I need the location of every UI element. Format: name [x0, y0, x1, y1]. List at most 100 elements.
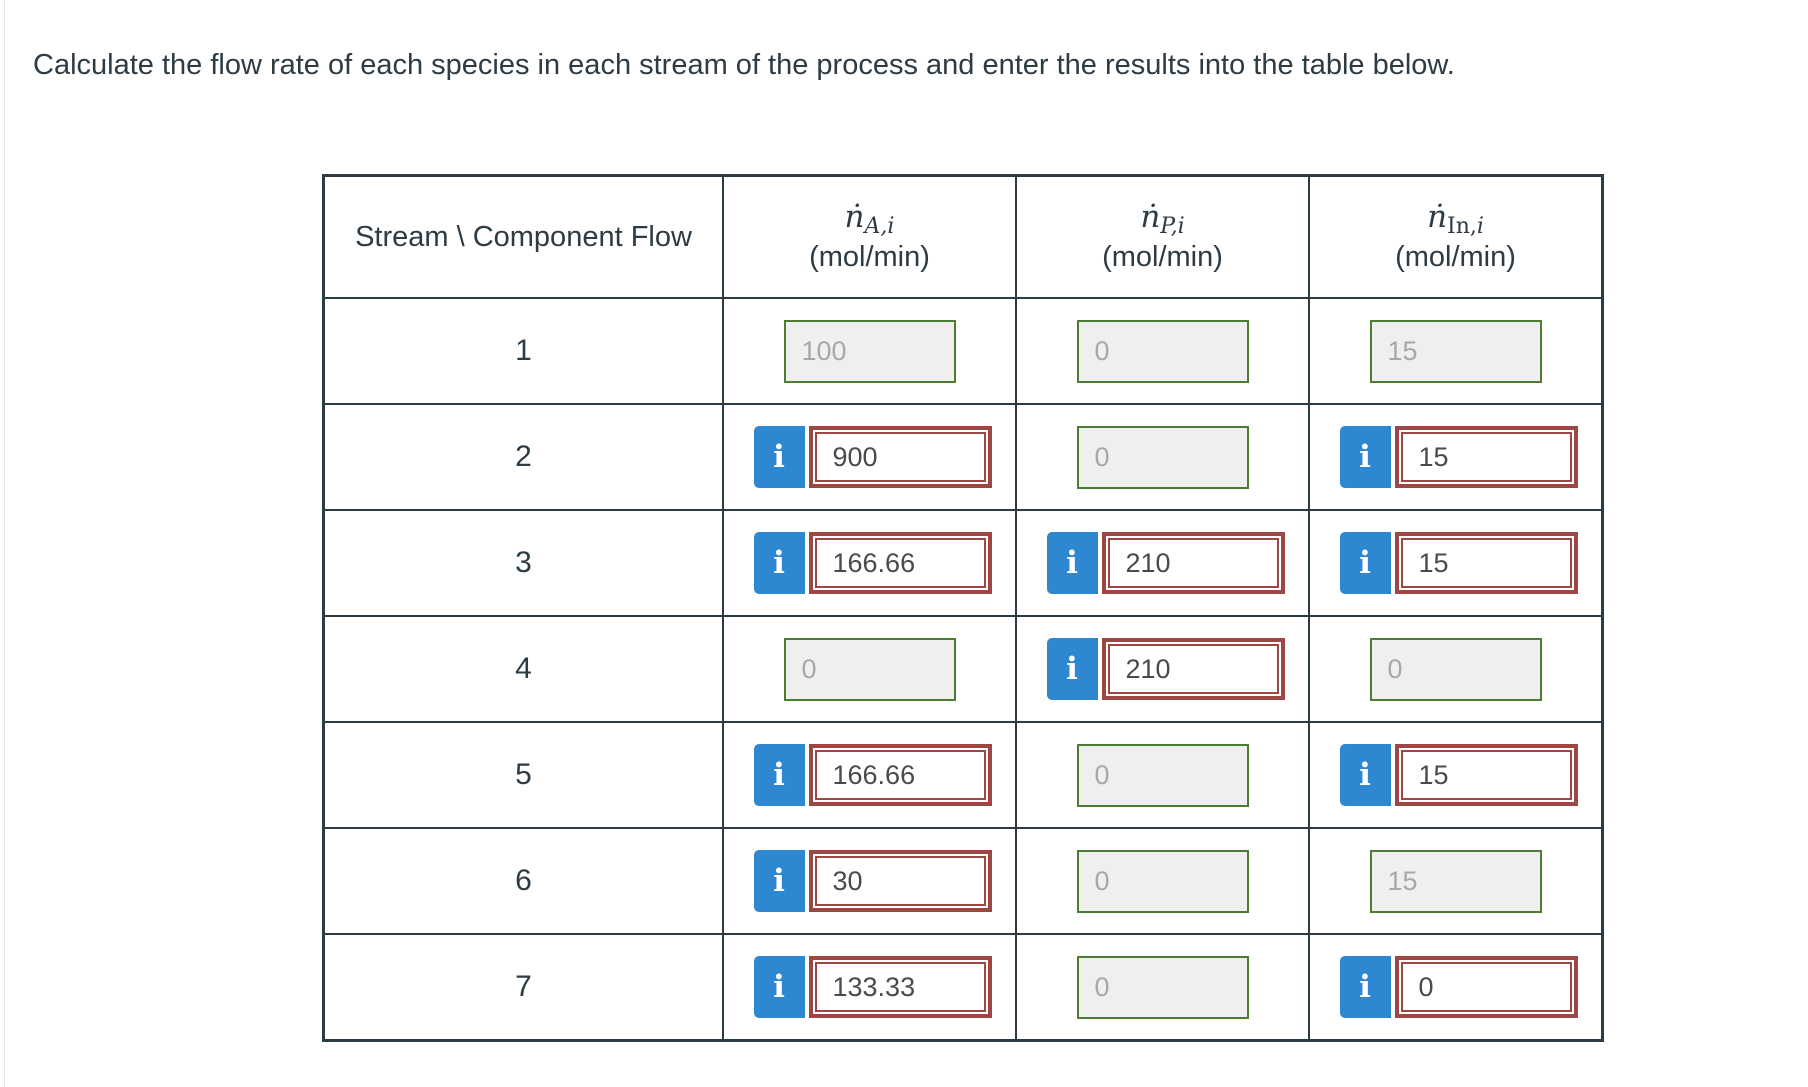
info-button[interactable]: i — [753, 744, 805, 806]
stream-number: 6 — [322, 827, 724, 935]
flow-cell: i — [1015, 509, 1310, 617]
column-unit: (mol/min) — [1102, 241, 1223, 273]
flow-input-locked — [1369, 637, 1542, 701]
editable-input-group: i — [1046, 638, 1279, 700]
flow-cell: i — [722, 509, 1017, 617]
stream-number: 1 — [322, 297, 724, 405]
info-icon: i — [1359, 756, 1371, 793]
info-icon: i — [1359, 438, 1371, 475]
flow-input[interactable] — [1400, 432, 1572, 482]
info-button[interactable]: i — [753, 956, 805, 1018]
column-header: ṅP,i (mol/min) — [1015, 174, 1310, 299]
flow-input[interactable] — [814, 856, 986, 906]
table-row: 7 i i — [322, 933, 1604, 1042]
flow-cell — [1015, 721, 1310, 829]
flow-input-locked — [1369, 849, 1542, 913]
stream-number: 7 — [322, 933, 724, 1042]
editable-input-group: i — [753, 426, 986, 488]
flow-cell — [722, 615, 1017, 723]
editable-input-group: i — [753, 744, 986, 806]
stream-number: 2 — [322, 403, 724, 511]
question-prompt: Calculate the flow rate of each species … — [33, 49, 1455, 81]
flow-input[interactable] — [814, 538, 986, 588]
flow-cell — [1308, 827, 1604, 935]
info-button[interactable]: i — [1339, 744, 1391, 806]
flow-input[interactable] — [814, 962, 986, 1012]
editable-input-group: i — [1339, 426, 1572, 488]
flow-symbol: ṅIn,i — [1427, 199, 1484, 239]
flow-symbol: ṅA,i — [844, 199, 895, 239]
flow-input[interactable] — [814, 432, 986, 482]
info-icon: i — [1359, 968, 1371, 1005]
column-header: ṅIn,i (mol/min) — [1308, 174, 1604, 299]
editable-input-group: i — [1339, 532, 1572, 594]
info-icon: i — [773, 862, 785, 899]
flow-cell: i — [1015, 615, 1310, 723]
flow-cell: i — [1308, 721, 1604, 829]
flow-input-locked — [1076, 955, 1249, 1019]
flow-rate-table: Stream \ Component Flow ṅA,i (mol/min) ṅP,… — [322, 174, 1604, 1042]
flow-cell — [1308, 297, 1604, 405]
editable-input-group: i — [1046, 532, 1279, 594]
editable-input-group: i — [1339, 956, 1572, 1018]
flow-cell: i — [722, 827, 1017, 935]
stream-number: 3 — [322, 509, 724, 617]
editable-input-group: i — [1339, 744, 1572, 806]
info-icon: i — [1066, 544, 1078, 581]
info-button[interactable]: i — [1339, 426, 1391, 488]
table-row: 4i — [322, 615, 1604, 723]
flow-cell — [1015, 297, 1310, 405]
flow-cell: i — [1308, 509, 1604, 617]
flow-input-locked — [783, 319, 956, 383]
flow-input[interactable] — [1107, 644, 1279, 694]
header-row: Stream \ Component Flow ṅA,i (mol/min) ṅP,… — [322, 174, 1604, 299]
editable-input-group: i — [753, 956, 986, 1018]
flow-input-locked — [1076, 743, 1249, 807]
info-icon: i — [773, 756, 785, 793]
flow-cell: i — [722, 403, 1017, 511]
flow-input[interactable] — [814, 750, 986, 800]
flow-input-locked — [783, 637, 956, 701]
info-icon: i — [1066, 650, 1078, 687]
flow-cell: i — [1308, 933, 1604, 1042]
table-row: 3 i i i — [322, 509, 1604, 617]
info-button[interactable]: i — [753, 850, 805, 912]
editable-input-group: i — [753, 850, 986, 912]
flow-input-locked — [1076, 425, 1249, 489]
flow-input-locked — [1076, 319, 1249, 383]
column-unit: (mol/min) — [1395, 241, 1516, 273]
info-icon: i — [773, 968, 785, 1005]
info-button[interactable]: i — [753, 532, 805, 594]
column-header: ṅA,i (mol/min) — [722, 174, 1017, 299]
flow-input[interactable] — [1400, 538, 1572, 588]
page: Calculate the flow rate of each species … — [33, 49, 1604, 1042]
table-row: 1 — [322, 297, 1604, 405]
column-unit: (mol/min) — [809, 241, 930, 273]
flow-input-locked — [1076, 849, 1249, 913]
flow-cell — [722, 297, 1017, 405]
corner-header: Stream \ Component Flow — [322, 174, 724, 299]
info-button[interactable]: i — [1339, 532, 1391, 594]
info-icon: i — [1359, 544, 1371, 581]
stream-number: 5 — [322, 721, 724, 829]
stream-number: 4 — [322, 615, 724, 723]
flow-cell — [1015, 403, 1310, 511]
info-icon: i — [773, 544, 785, 581]
page-left-border — [4, 0, 5, 1087]
info-icon: i — [773, 438, 785, 475]
info-button[interactable]: i — [1046, 638, 1098, 700]
flow-cell: i — [722, 933, 1017, 1042]
flow-cell — [1308, 615, 1604, 723]
flow-input[interactable] — [1400, 750, 1572, 800]
flow-input[interactable] — [1107, 538, 1279, 588]
flow-input[interactable] — [1400, 962, 1572, 1012]
info-button[interactable]: i — [753, 426, 805, 488]
editable-input-group: i — [753, 532, 986, 594]
flow-cell: i — [1308, 403, 1604, 511]
info-button[interactable]: i — [1046, 532, 1098, 594]
info-button[interactable]: i — [1339, 956, 1391, 1018]
table-row: 5 i i — [322, 721, 1604, 829]
flow-cell — [1015, 827, 1310, 935]
flow-cell — [1015, 933, 1310, 1042]
flow-input-locked — [1369, 319, 1542, 383]
